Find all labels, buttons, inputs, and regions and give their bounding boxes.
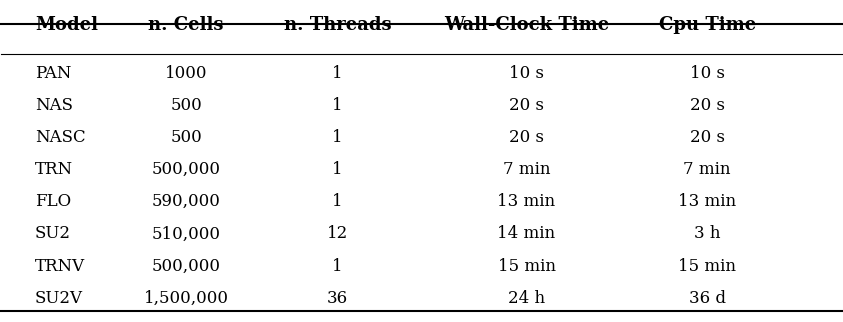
- Text: 500: 500: [170, 97, 202, 114]
- Text: 20 s: 20 s: [509, 129, 544, 146]
- Text: SU2: SU2: [35, 225, 71, 242]
- Text: 20 s: 20 s: [690, 97, 725, 114]
- Text: 510,000: 510,000: [152, 225, 221, 242]
- Text: 590,000: 590,000: [152, 193, 221, 210]
- Text: n. Cells: n. Cells: [148, 16, 224, 34]
- Text: n. Threads: n. Threads: [283, 16, 391, 34]
- Text: 13 min: 13 min: [678, 193, 736, 210]
- Text: NASC: NASC: [35, 129, 86, 146]
- Text: 1,500,000: 1,500,000: [144, 290, 228, 307]
- Text: 36: 36: [327, 290, 348, 307]
- Text: 15 min: 15 min: [497, 258, 556, 275]
- Text: 12: 12: [327, 225, 348, 242]
- Text: 7 min: 7 min: [502, 161, 550, 178]
- Text: 500: 500: [170, 129, 202, 146]
- Text: Wall-Clock Time: Wall-Clock Time: [444, 16, 609, 34]
- Text: 7 min: 7 min: [684, 161, 731, 178]
- Text: 1000: 1000: [165, 65, 207, 82]
- Text: NAS: NAS: [35, 97, 73, 114]
- Text: 10 s: 10 s: [509, 65, 544, 82]
- Text: 1: 1: [332, 258, 343, 275]
- Text: 500,000: 500,000: [152, 161, 221, 178]
- Text: 13 min: 13 min: [497, 193, 556, 210]
- Text: PAN: PAN: [35, 65, 72, 82]
- Text: 500,000: 500,000: [152, 258, 221, 275]
- Text: 20 s: 20 s: [509, 97, 544, 114]
- Text: TRNV: TRNV: [35, 258, 85, 275]
- Text: Model: Model: [35, 16, 98, 34]
- Text: FLO: FLO: [35, 193, 71, 210]
- Text: 1: 1: [332, 129, 343, 146]
- Text: 1: 1: [332, 97, 343, 114]
- Text: 1: 1: [332, 65, 343, 82]
- Text: 1: 1: [332, 193, 343, 210]
- Text: 1: 1: [332, 161, 343, 178]
- Text: 15 min: 15 min: [678, 258, 736, 275]
- Text: 10 s: 10 s: [690, 65, 725, 82]
- Text: 14 min: 14 min: [497, 225, 556, 242]
- Text: TRN: TRN: [35, 161, 73, 178]
- Text: 3 h: 3 h: [694, 225, 721, 242]
- Text: 36 d: 36 d: [689, 290, 726, 307]
- Text: Cpu Time: Cpu Time: [658, 16, 756, 34]
- Text: 24 h: 24 h: [508, 290, 545, 307]
- Text: 20 s: 20 s: [690, 129, 725, 146]
- Text: SU2V: SU2V: [35, 290, 83, 307]
